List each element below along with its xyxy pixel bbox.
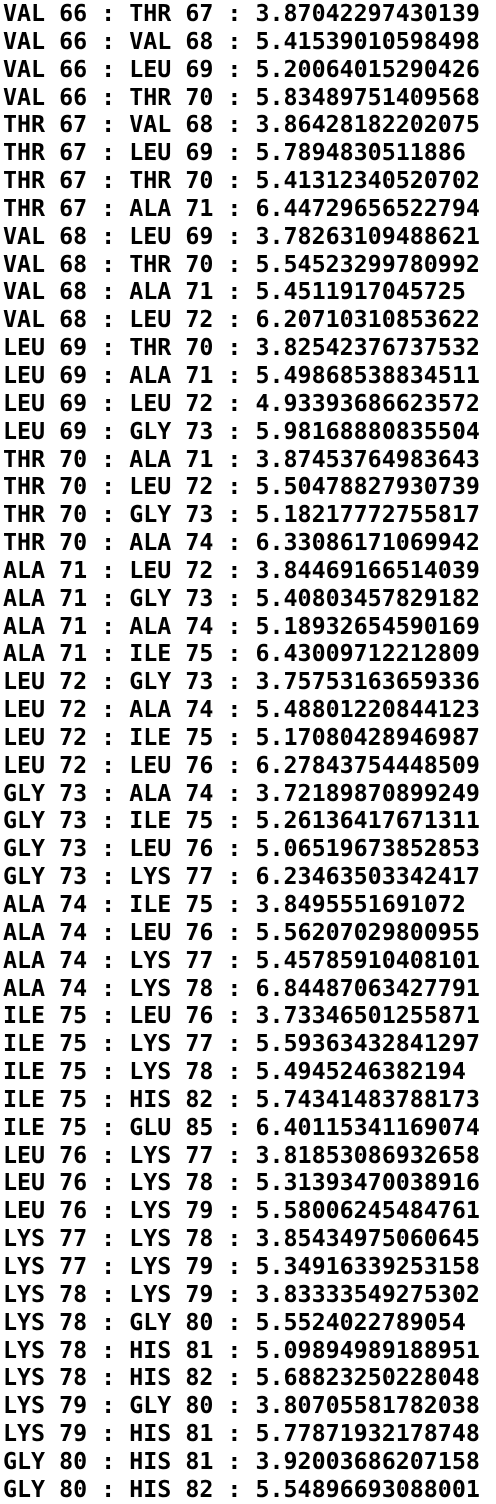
output-line: THR 70 : ALA 71 : 3.87453764983643 [3,445,480,473]
output-line: VAL 68 : LEU 72 : 6.20710310853622 [3,306,480,334]
output-line: THR 70 : LEU 72 : 5.50478827930739 [3,473,480,501]
output-line: ILE 75 : HIS 82 : 5.74341483788173 [3,1085,480,1113]
output-line: VAL 68 : THR 70 : 5.54523299780992 [3,250,480,278]
output-line: LEU 72 : LEU 76 : 6.27843754448509 [3,751,480,779]
output-line: GLY 73 : ILE 75 : 5.26136417671311 [3,807,480,835]
output-line: VAL 68 : ALA 71 : 5.4511917045725 [3,278,466,306]
output-line: LYS 78 : HIS 82 : 5.68823250228048 [3,1364,480,1392]
output-line: ALA 71 : GLY 73 : 5.40803457829182 [3,584,480,612]
output-line: ALA 74 : ILE 75 : 3.8495551691072 [3,891,466,918]
output-line: ILE 75 : LYS 78 : 5.4945246382194 [3,1058,466,1086]
output-line: LEU 69 : LEU 72 : 4.93393686623572 [3,389,480,417]
output-line: LYS 78 : HIS 81 : 5.09894989188951 [3,1336,480,1364]
output-line: ALA 74 : LYS 77 : 5.45785910408101 [3,946,480,974]
output-line: LYS 77 : LYS 78 : 3.85434975060645 [3,1225,480,1253]
output-line: LEU 72 : ILE 75 : 5.17080428946987 [3,723,480,751]
output-line: ILE 75 : LEU 76 : 3.73346501255871 [3,1002,480,1030]
output-line: ILE 75 : LYS 77 : 5.59363432841297 [3,1030,480,1058]
output-line: THR 67 : THR 70 : 5.41312340520702 [3,167,480,195]
output-line: THR 67 : LEU 69 : 5.7894830511886 [3,139,466,167]
output-line: LEU 72 : ALA 74 : 5.48801220844123 [3,696,480,724]
output-line: LYS 78 : GLY 80 : 5.5524022789054 [3,1308,466,1336]
output-line: GLY 73 : LEU 76 : 5.06519673852853 [3,835,480,863]
output-line: LYS 77 : LYS 79 : 5.34916339253158 [3,1252,480,1280]
output-line: THR 70 : ALA 74 : 6.33086171069942 [3,529,480,557]
output-line: ILE 75 : GLU 85 : 6.40115341169074 [3,1113,480,1141]
output-line: ALA 71 : ALA 74 : 5.18932654590169 [3,612,480,640]
output-line: THR 67 : VAL 68 : 3.86428182202075 [3,111,480,139]
output-line: LEU 69 : GLY 73 : 5.98168880835504 [3,417,480,445]
output-line: GLY 80 : HIS 81 : 3.92003686207158 [3,1447,480,1475]
output-line: LEU 76 : LYS 79 : 5.58006245484761 [3,1197,480,1225]
output-line: LYS 78 : LYS 79 : 3.83333549275302 [3,1280,480,1308]
output-line: VAL 66 : THR 70 : 5.83489751409568 [3,83,480,111]
output-line: LEU 69 : ALA 71 : 5.49868538834511 [3,361,480,389]
output-line: LYS 79 : GLY 80 : 3.80705581782038 [3,1392,480,1420]
output-line: THR 67 : ALA 71 : 6.44729656522794 [3,194,480,222]
output-line: VAL 66 : THR 67 : 3.87042297430139 [3,0,480,27]
output-line: LEU 72 : GLY 73 : 3.75753163659336 [3,668,480,696]
output-line: VAL 66 : VAL 68 : 5.41539010598498 [3,27,480,55]
output-line: ALA 71 : ILE 75 : 6.43009712212809 [3,640,480,668]
output-line: GLY 73 : LYS 77 : 6.23463503342417 [3,863,480,891]
output-line: LEU 69 : THR 70 : 3.82542376737532 [3,334,480,362]
output-line: THR 70 : GLY 73 : 5.18217772755817 [3,501,480,529]
output-line: GLY 73 : ALA 74 : 3.72189870899249 [3,779,480,807]
output-line: VAL 68 : LEU 69 : 3.78263109488621 [3,222,480,250]
output-line: LEU 76 : LYS 77 : 3.81853086932658 [3,1141,480,1169]
output-line: VAL 66 : LEU 69 : 5.20064015290426 [3,55,480,83]
output-line: GLY 80 : HIS 82 : 5.54896693088001 [3,1475,480,1503]
output-line: ALA 71 : LEU 72 : 3.84469166514039 [3,556,480,584]
output-line: LEU 76 : LYS 78 : 5.31393470038916 [3,1169,480,1197]
output-line: LYS 79 : HIS 81 : 5.77871932178748 [3,1420,480,1448]
output-line: ALA 74 : LYS 78 : 6.84487063427791 [3,974,480,1002]
output-line: ALA 74 : LEU 76 : 5.56207029800955 [3,918,480,946]
